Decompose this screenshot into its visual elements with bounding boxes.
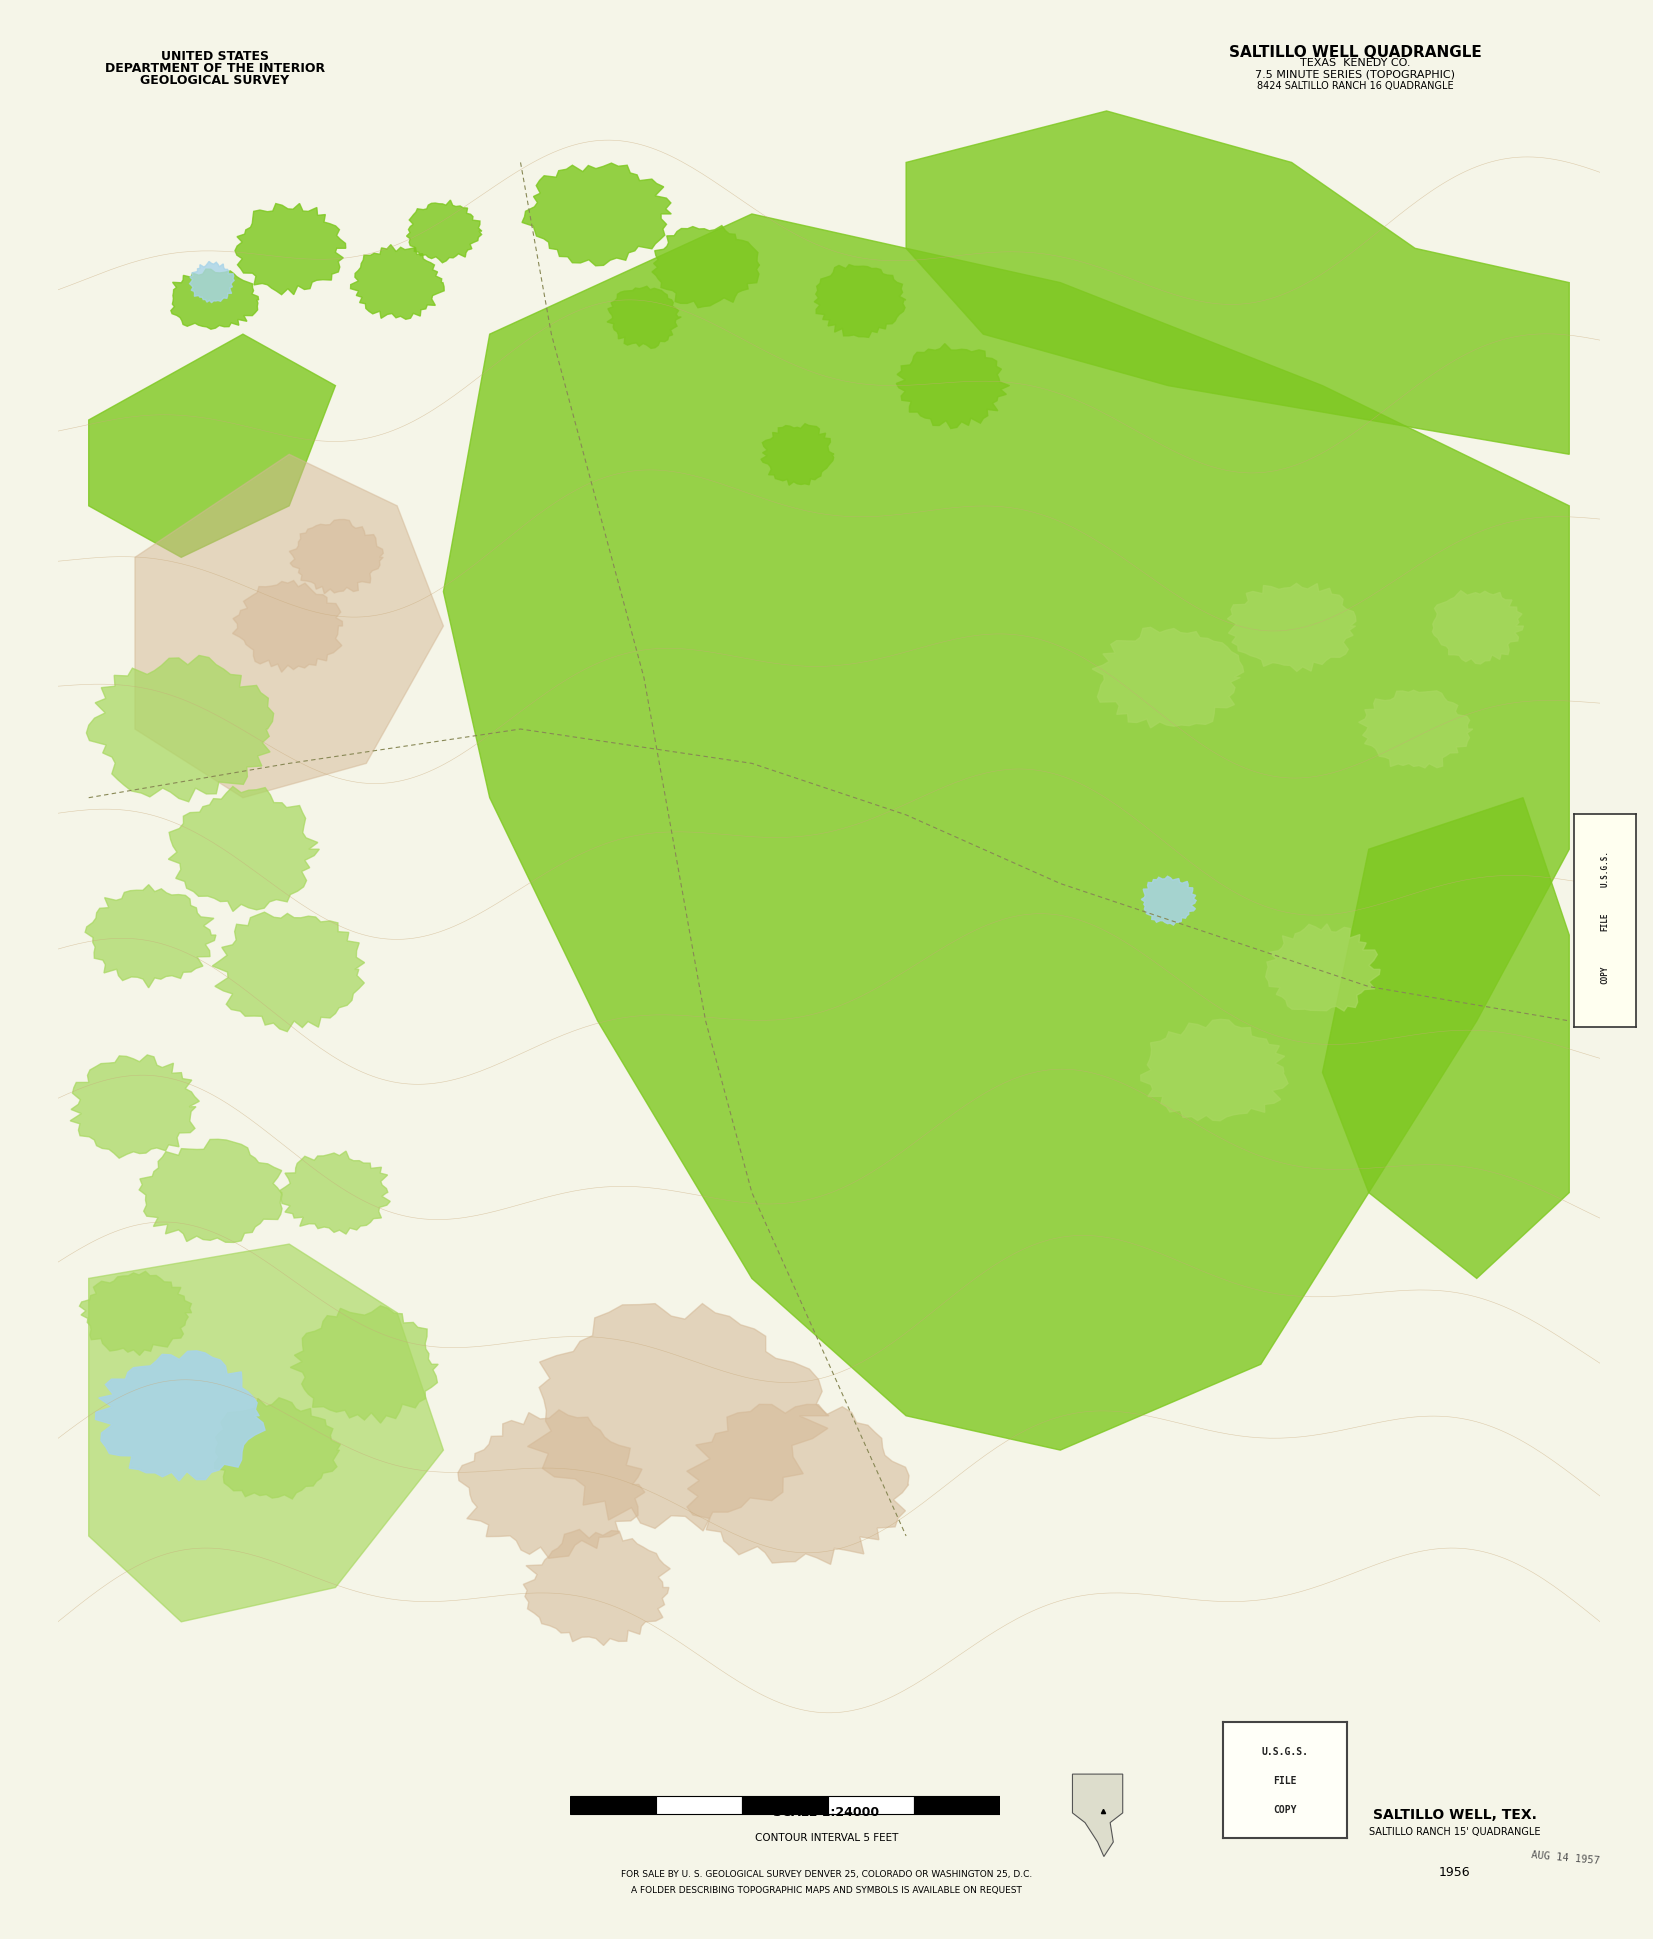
Polygon shape — [169, 787, 319, 911]
Polygon shape — [215, 1398, 341, 1499]
Polygon shape — [906, 112, 1569, 456]
Text: U.S.G.S.: U.S.G.S. — [1261, 1745, 1309, 1757]
Text: UNITED STATES: UNITED STATES — [160, 50, 269, 64]
Polygon shape — [522, 165, 671, 268]
Text: COPY: COPY — [1600, 966, 1610, 983]
Text: 7.5 MINUTE SERIES (TOPOGRAPHIC): 7.5 MINUTE SERIES (TOPOGRAPHIC) — [1256, 70, 1455, 79]
Polygon shape — [86, 655, 274, 803]
Polygon shape — [289, 520, 383, 595]
Text: U.S.G.S.: U.S.G.S. — [1600, 849, 1610, 886]
Polygon shape — [1073, 1774, 1122, 1858]
Text: SCALE 1:24000: SCALE 1:24000 — [774, 1805, 879, 1819]
Polygon shape — [1141, 876, 1197, 925]
Text: AUG 14 1957: AUG 14 1957 — [1531, 1850, 1600, 1865]
Bar — [656, 1796, 742, 1815]
Polygon shape — [79, 1272, 192, 1355]
Text: TEXAS  KENEDY CO.: TEXAS KENEDY CO. — [1301, 58, 1410, 68]
Polygon shape — [815, 266, 906, 337]
Polygon shape — [458, 1410, 645, 1559]
Polygon shape — [291, 1307, 438, 1423]
Polygon shape — [1093, 628, 1243, 729]
Polygon shape — [190, 262, 235, 304]
Polygon shape — [89, 1245, 443, 1621]
Polygon shape — [1433, 591, 1524, 665]
Text: FOR SALE BY U. S. GEOLOGICAL SURVEY DENVER 25, COLORADO OR WASHINGTON 25, D.C.: FOR SALE BY U. S. GEOLOGICAL SURVEY DENV… — [622, 1869, 1031, 1879]
Text: FILE: FILE — [1600, 911, 1610, 931]
Polygon shape — [1359, 690, 1473, 768]
Text: GEOLOGICAL SURVEY: GEOLOGICAL SURVEY — [141, 74, 289, 87]
Polygon shape — [607, 287, 681, 349]
Text: A FOLDER DESCRIBING TOPOGRAPHIC MAPS AND SYMBOLS IS AVAILABLE ON REQUEST: A FOLDER DESCRIBING TOPOGRAPHIC MAPS AND… — [631, 1885, 1022, 1894]
Polygon shape — [407, 202, 483, 264]
Text: DEPARTMENT OF THE INTERIOR: DEPARTMENT OF THE INTERIOR — [104, 62, 326, 76]
Text: SALTILLO WELL QUADRANGLE: SALTILLO WELL QUADRANGLE — [1230, 45, 1481, 60]
Polygon shape — [96, 1351, 264, 1481]
Polygon shape — [1266, 925, 1380, 1012]
Polygon shape — [760, 425, 835, 487]
Text: CONTOUR INTERVAL 5 FEET: CONTOUR INTERVAL 5 FEET — [755, 1832, 898, 1842]
Polygon shape — [1228, 584, 1355, 673]
Text: 1956: 1956 — [1438, 1865, 1471, 1879]
Polygon shape — [279, 1152, 390, 1235]
Polygon shape — [686, 1404, 909, 1565]
Polygon shape — [212, 913, 365, 1032]
Polygon shape — [527, 1303, 828, 1532]
Bar — [570, 1796, 656, 1815]
Polygon shape — [443, 215, 1569, 1450]
Bar — [914, 1796, 1000, 1815]
Polygon shape — [235, 204, 345, 295]
Text: SALTILLO RANCH 15' QUADRANGLE: SALTILLO RANCH 15' QUADRANGLE — [1369, 1827, 1541, 1836]
Bar — [742, 1796, 828, 1815]
Polygon shape — [896, 345, 1010, 429]
Polygon shape — [89, 335, 336, 558]
Polygon shape — [350, 246, 445, 320]
Polygon shape — [139, 1140, 283, 1243]
Polygon shape — [1322, 799, 1569, 1280]
Polygon shape — [69, 1055, 200, 1160]
Polygon shape — [86, 886, 217, 989]
Polygon shape — [1141, 1020, 1288, 1121]
Text: FILE: FILE — [1273, 1774, 1298, 1786]
Text: 8424 SALTILLO RANCH 16 QUADRANGLE: 8424 SALTILLO RANCH 16 QUADRANGLE — [1258, 81, 1453, 91]
Bar — [828, 1796, 914, 1815]
Text: COPY: COPY — [1273, 1803, 1298, 1815]
Polygon shape — [136, 456, 443, 799]
Polygon shape — [651, 227, 760, 308]
Text: SALTILLO WELL, TEX.: SALTILLO WELL, TEX. — [1372, 1807, 1537, 1821]
Polygon shape — [233, 582, 342, 673]
Polygon shape — [170, 270, 258, 330]
Polygon shape — [524, 1530, 669, 1646]
